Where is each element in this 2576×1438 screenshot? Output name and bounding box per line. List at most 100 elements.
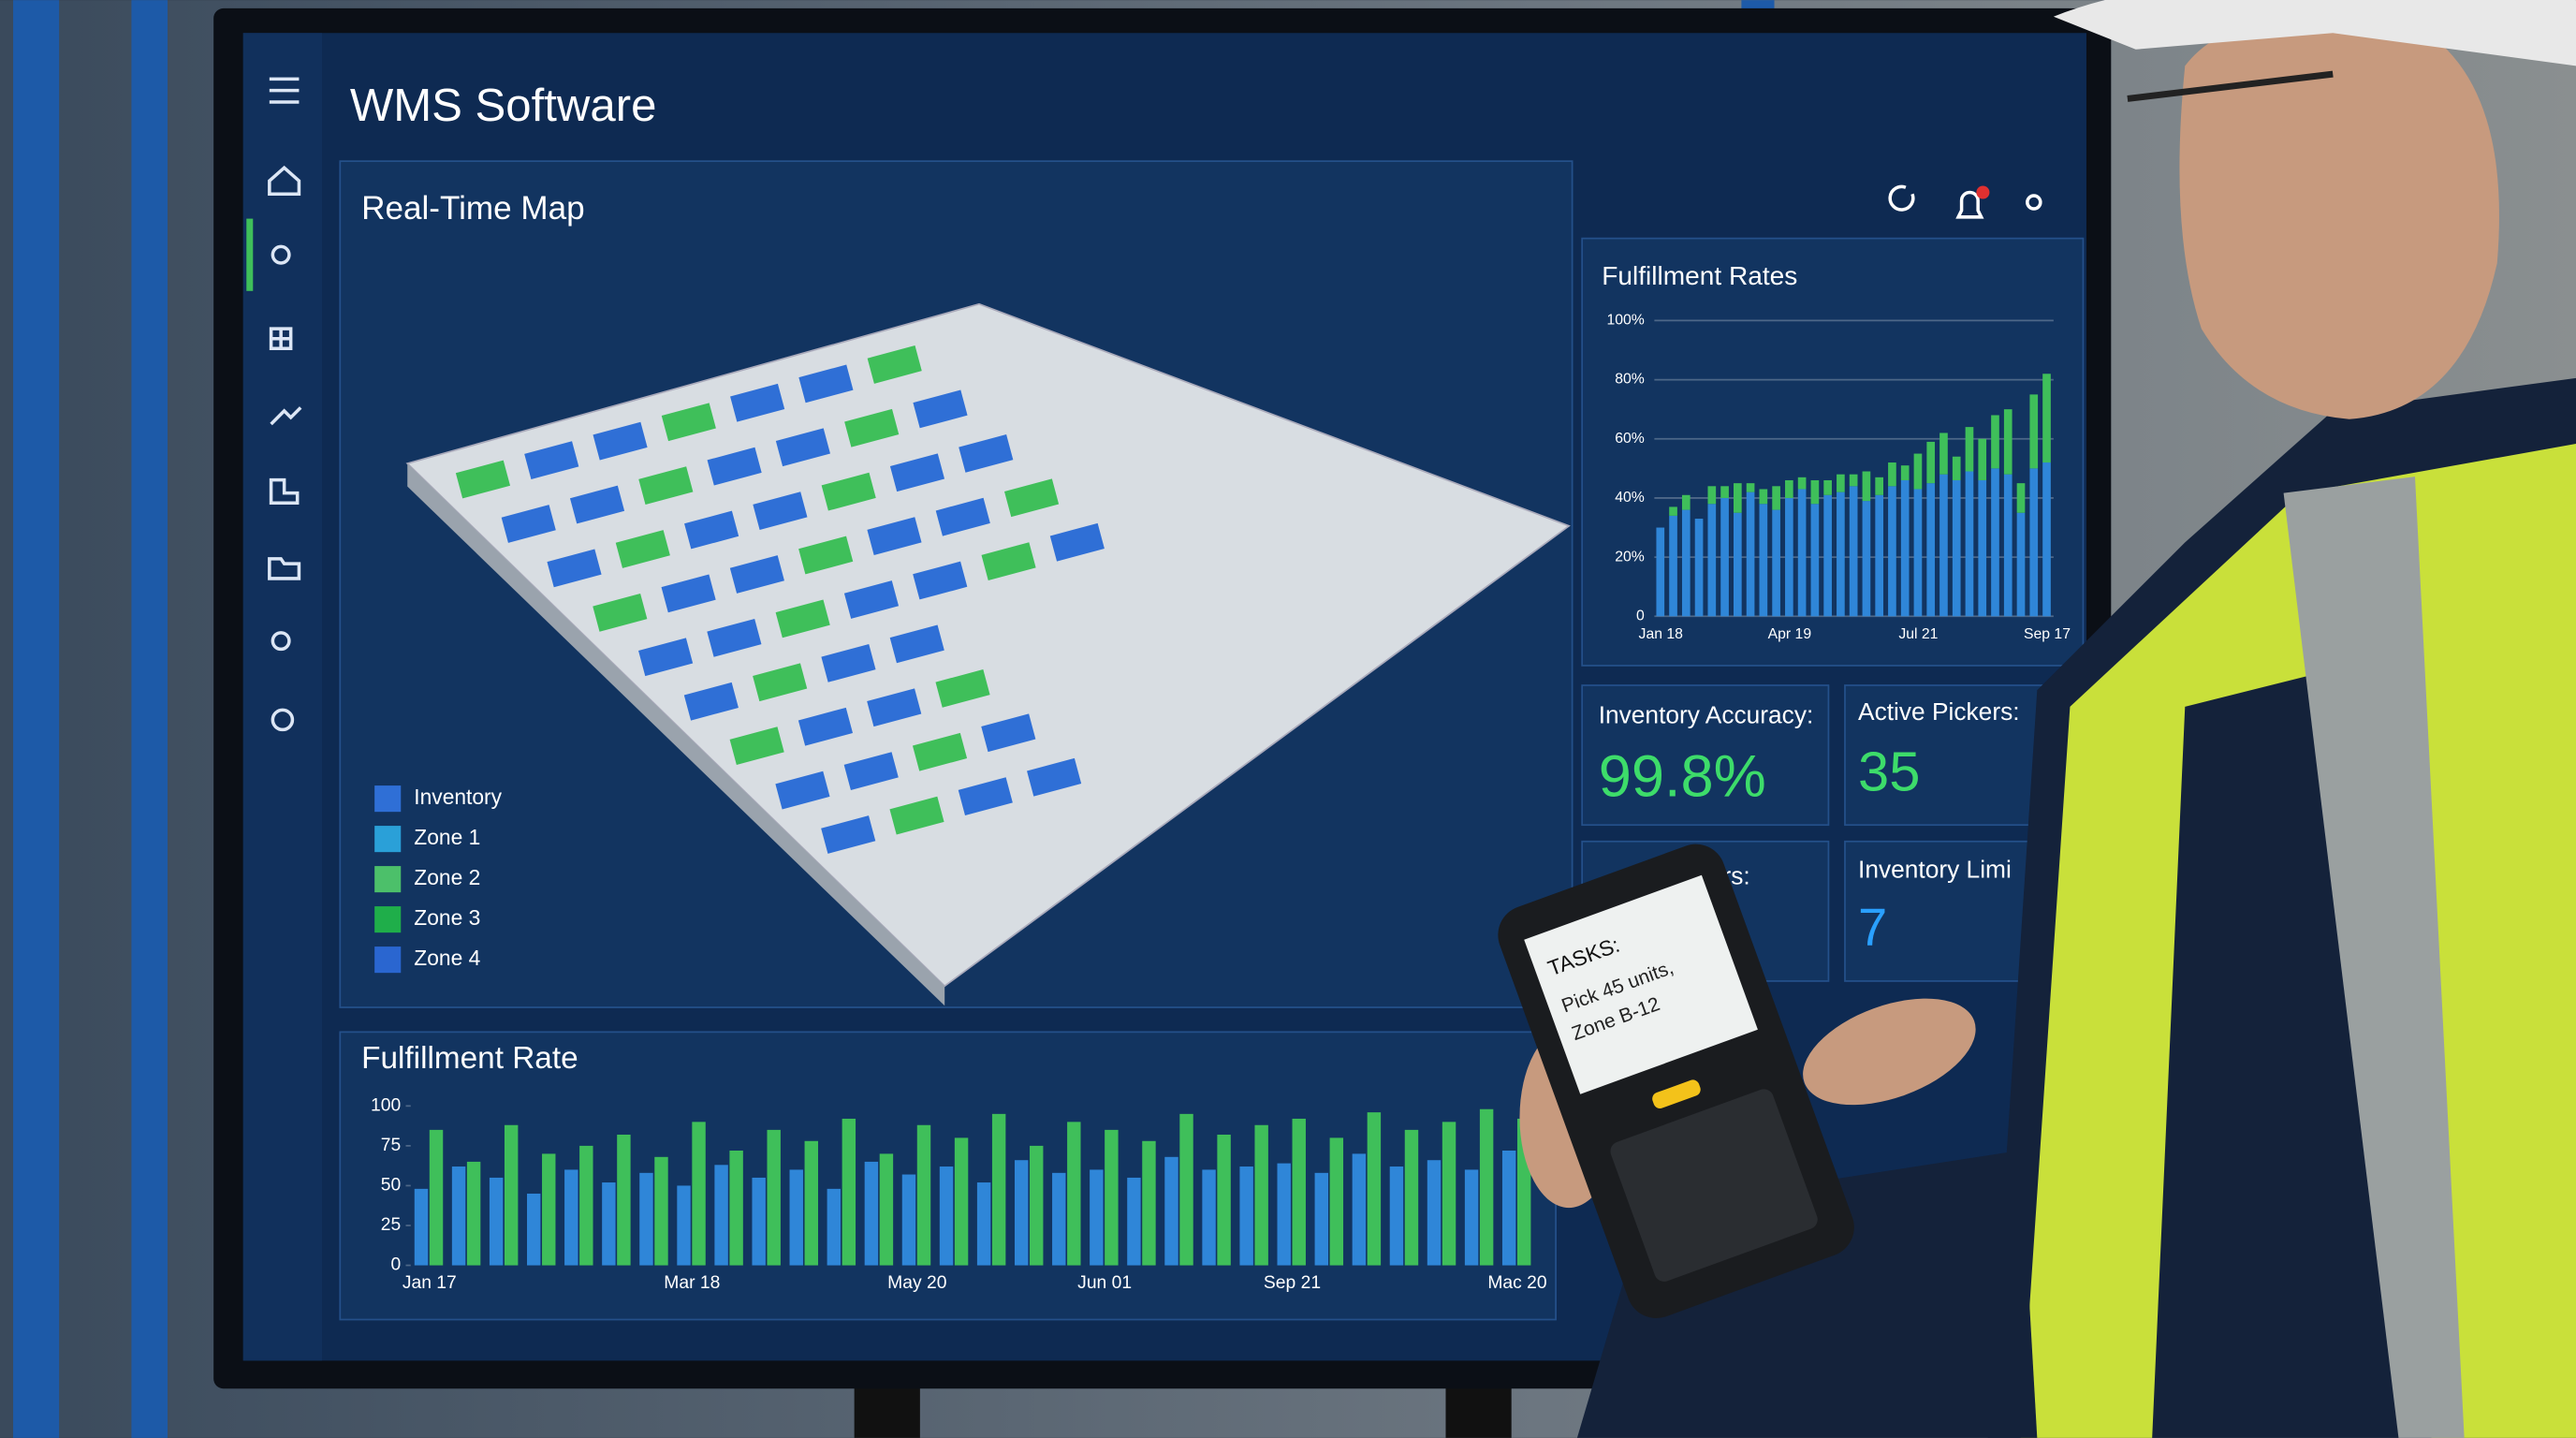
bar — [1849, 474, 1858, 487]
bar — [1952, 456, 1961, 480]
shelf — [501, 505, 556, 543]
layers-icon[interactable] — [269, 477, 300, 505]
bar — [1772, 509, 1780, 617]
kpi-label: Inventory Limi — [1858, 855, 2012, 883]
map-title: Real-Time Map — [361, 190, 585, 227]
find-icon[interactable] — [271, 631, 291, 652]
bar — [1785, 479, 1793, 498]
y-tick-label: 100 — [371, 1095, 401, 1115]
bar — [789, 1169, 803, 1266]
shelf — [935, 497, 990, 536]
bar — [1926, 441, 1936, 484]
shelf — [798, 707, 854, 746]
bar — [1785, 497, 1793, 617]
bar — [466, 1161, 481, 1266]
shelf — [729, 726, 784, 766]
bar — [1105, 1129, 1119, 1266]
bar — [1888, 486, 1896, 617]
menu-icon[interactable] — [269, 77, 300, 104]
bar — [1965, 471, 1974, 617]
user-icon[interactable] — [2026, 194, 2042, 211]
kpi-value: 99.8% — [1599, 744, 1766, 810]
legend-swatch — [374, 866, 402, 893]
device-key[interactable] — [1650, 1078, 1702, 1110]
bar — [1254, 1124, 1268, 1266]
bar — [1913, 489, 1923, 617]
shelf — [729, 555, 784, 594]
bar — [1367, 1112, 1382, 1266]
shelf — [798, 536, 854, 575]
shelf — [684, 510, 739, 550]
bar — [527, 1193, 541, 1266]
folder-icon[interactable] — [268, 557, 301, 580]
bar — [1810, 479, 1820, 505]
home-icon[interactable] — [268, 165, 301, 196]
bar — [1669, 506, 1677, 516]
shelf — [1049, 522, 1105, 562]
bar — [1862, 501, 1871, 617]
bar — [1179, 1113, 1193, 1266]
shelf — [730, 383, 785, 422]
shelf — [889, 796, 944, 835]
hand — [1803, 998, 1976, 1106]
sidebar — [242, 33, 322, 1361]
shelf — [958, 777, 1013, 816]
shelf — [959, 433, 1014, 473]
bar — [1292, 1118, 1306, 1266]
search-icon[interactable] — [271, 244, 291, 265]
keypad[interactable] — [1608, 1086, 1821, 1284]
bar — [879, 1153, 894, 1266]
vest-stripe — [2283, 477, 2465, 1438]
notifications-icon[interactable] — [1955, 190, 1984, 219]
bar — [639, 1172, 653, 1266]
shelf — [593, 421, 648, 461]
settings-icon[interactable] — [271, 708, 295, 732]
head — [2179, 13, 2499, 419]
bar — [1030, 1145, 1044, 1266]
bar — [1720, 486, 1729, 498]
bar — [1746, 492, 1755, 617]
bar — [1746, 483, 1755, 492]
bar — [1464, 1169, 1479, 1266]
shelf — [638, 466, 694, 505]
legend-swatch — [374, 906, 402, 933]
bar — [1681, 509, 1690, 617]
bar — [1875, 477, 1884, 495]
shelf — [753, 492, 808, 530]
bar — [1837, 474, 1845, 492]
shelf — [843, 752, 899, 791]
bar — [451, 1167, 466, 1266]
kpi-label: Inventory Accuracy: — [1599, 700, 1814, 728]
bar — [579, 1145, 593, 1266]
bar — [901, 1174, 916, 1266]
shelf — [455, 460, 511, 499]
shelf — [569, 485, 625, 524]
shelf — [661, 574, 716, 613]
shelf — [707, 618, 762, 657]
shelf — [867, 517, 922, 555]
bar — [1404, 1129, 1419, 1266]
bar — [767, 1129, 781, 1266]
y-tick-label: 0 — [1636, 608, 1645, 624]
toolbar — [1888, 184, 2042, 219]
chart: Fulfillment Rates 0 20% 40% 60% 80% 100% Jan 18… — [1602, 261, 2071, 642]
chart-panel — [1581, 237, 2085, 667]
bar — [1759, 489, 1768, 505]
refresh-icon[interactable] — [1888, 184, 1915, 212]
x-tick-label: Sep 17 — [2024, 626, 2071, 642]
analytics-icon[interactable] — [270, 406, 302, 426]
app-title: WMS Software — [350, 81, 657, 131]
bar — [1797, 489, 1807, 617]
shelf — [867, 345, 922, 384]
grid-icon[interactable] — [269, 327, 293, 350]
bar — [729, 1150, 743, 1266]
bar — [1352, 1153, 1367, 1266]
bar — [2003, 474, 2012, 617]
shelf — [913, 561, 968, 600]
bar — [1810, 504, 1820, 617]
shelf — [889, 624, 944, 664]
bar — [1014, 1160, 1029, 1266]
kpi-value: 7 — [1858, 898, 1887, 957]
active-indicator — [246, 218, 254, 291]
bar — [1277, 1163, 1291, 1266]
